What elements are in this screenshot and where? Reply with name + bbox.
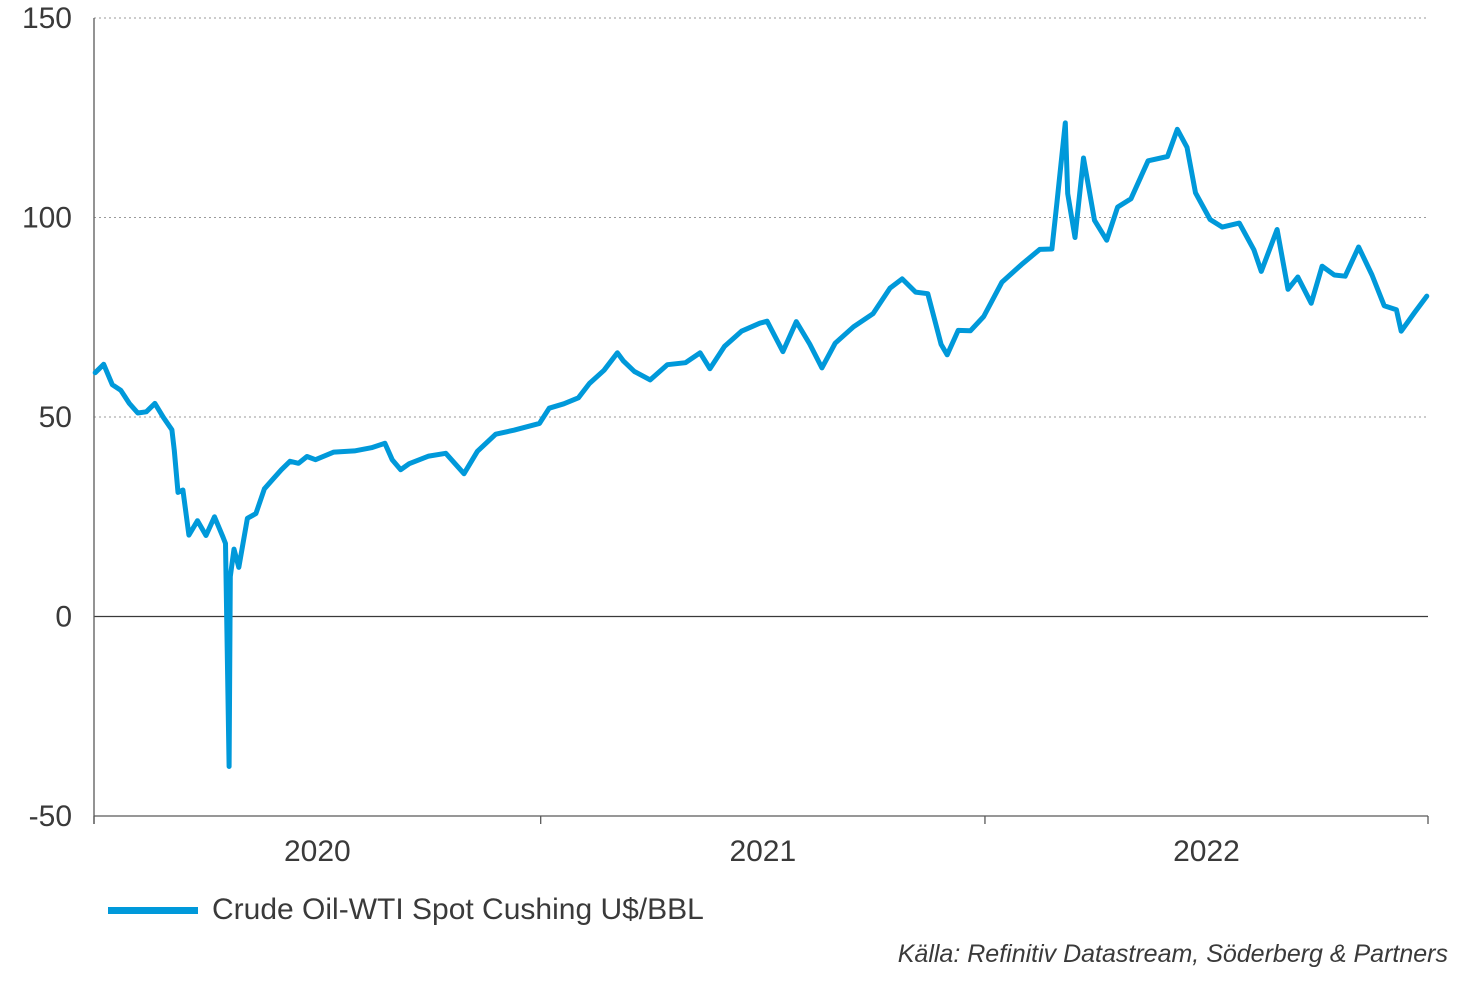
y-tick-label: 150 — [22, 2, 72, 35]
axes — [93, 18, 1428, 824]
series-line — [92, 120, 1430, 769]
legend-swatch — [108, 906, 198, 914]
gridlines — [94, 17, 1428, 418]
chart: -50 0 50 100 150 2020 2021 2022 — [22, 2, 1430, 868]
legend-label: Crude Oil-WTI Spot Cushing U$/BBL — [212, 893, 704, 926]
y-axis-tick-labels: -50 0 50 100 150 — [22, 2, 72, 833]
x-tick-label: 2020 — [284, 835, 351, 868]
y-tick-label: 0 — [55, 601, 72, 634]
x-tick-label: 2022 — [1173, 835, 1240, 868]
source-note: Källa: Refinitiv Datastream, Söderberg &… — [897, 940, 1448, 968]
y-tick-label: 100 — [22, 202, 72, 235]
series-group — [92, 120, 1430, 769]
y-tick-label: -50 — [29, 800, 72, 833]
x-axis-tick-labels: 2020 2021 2022 — [284, 835, 1240, 868]
x-tick-label: 2021 — [729, 835, 796, 868]
legend: Crude Oil-WTI Spot Cushing U$/BBL — [108, 888, 704, 932]
y-tick-label: 50 — [39, 401, 72, 434]
x-axis-ticks — [93, 816, 1429, 824]
